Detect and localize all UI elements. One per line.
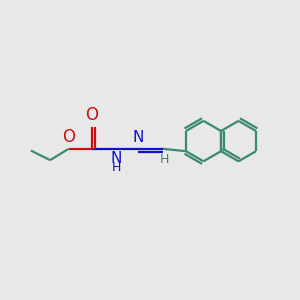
Text: O: O xyxy=(85,106,98,124)
Text: N: N xyxy=(110,151,122,166)
Text: O: O xyxy=(62,128,75,146)
Text: H: H xyxy=(159,153,169,166)
Text: H: H xyxy=(112,161,121,174)
Text: N: N xyxy=(133,130,144,145)
